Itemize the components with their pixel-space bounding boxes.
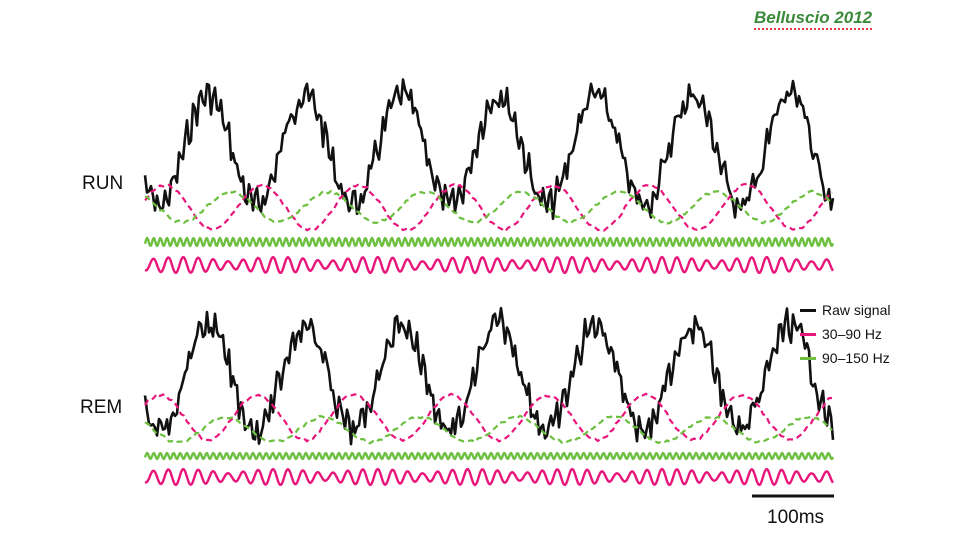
rem-raw-trace (145, 308, 833, 444)
legend-label-raw: Raw signal (822, 302, 890, 318)
rem-fast-band-trace (145, 453, 833, 459)
legend-item-gamma-fast: 90–150 Hz (800, 346, 890, 370)
panel-label-run: RUN (82, 173, 123, 195)
legend-label-gamma-fast: 90–150 Hz (822, 350, 890, 366)
scalebar-label: 100ms (767, 507, 824, 529)
legend-item-gamma-slow: 30–90 Hz (800, 322, 890, 346)
panel-label-rem: REM (80, 397, 122, 419)
legend-swatch-raw (800, 309, 816, 312)
legend-swatch-gamma-slow (800, 333, 816, 336)
run-fast-band-trace (145, 238, 833, 246)
rem-fast-envelope-trace (145, 416, 832, 444)
legend-item-raw: Raw signal (800, 298, 890, 322)
legend: Raw signal 30–90 Hz 90–150 Hz (800, 298, 890, 370)
run-slow-band-trace (145, 257, 833, 273)
rem-slow-band-trace (145, 469, 833, 485)
legend-swatch-gamma-fast (800, 357, 816, 360)
legend-label-gamma-slow: 30–90 Hz (822, 326, 882, 342)
